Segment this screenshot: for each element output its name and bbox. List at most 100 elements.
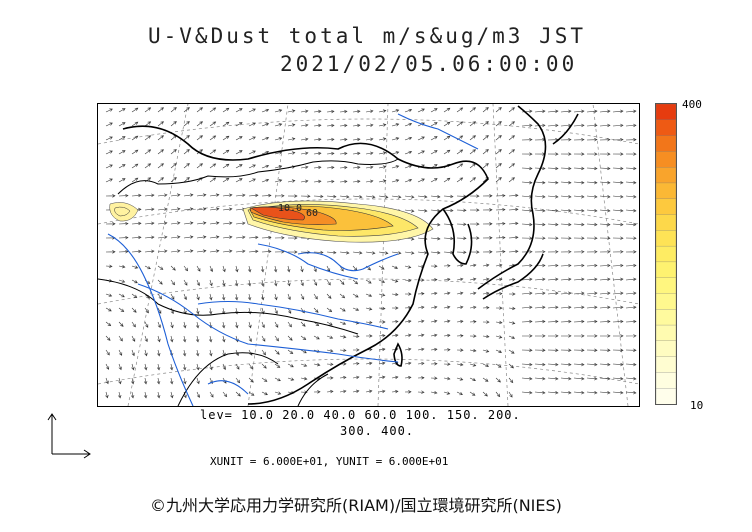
wind-arrow	[170, 249, 181, 253]
wind-arrow	[209, 135, 217, 141]
wind-arrow	[586, 305, 598, 310]
wind-arrow	[326, 137, 335, 142]
wind-arrow	[352, 307, 360, 311]
colorbar	[655, 103, 677, 405]
wind-arrow	[625, 109, 637, 113]
wind-arrow	[118, 377, 122, 385]
wind-arrow	[469, 121, 476, 127]
wind-arrow	[118, 122, 126, 127]
wind-arrow	[404, 390, 412, 394]
wind-arrow	[287, 377, 295, 381]
wind-arrow	[599, 138, 611, 142]
wind-arrow	[404, 375, 412, 380]
wind-arrow	[313, 363, 321, 367]
wind-arrow	[495, 306, 503, 310]
wind-arrow	[209, 279, 213, 287]
wind-arrow	[131, 335, 136, 342]
wind-arrow	[313, 335, 320, 340]
wind-arrow	[599, 166, 611, 171]
wind-arrow	[313, 109, 322, 114]
wind-arrow	[118, 136, 126, 141]
wind-arrow	[482, 149, 489, 155]
wind-arrow	[625, 138, 637, 142]
wind-arrow	[261, 335, 266, 342]
wind-arrow	[209, 249, 220, 253]
wind-arrow	[612, 291, 624, 295]
wind-arrow	[599, 362, 611, 367]
wind-arrow	[261, 122, 270, 127]
wind-arrow	[378, 179, 387, 183]
wind-arrow	[378, 123, 387, 127]
wind-arrow	[157, 135, 164, 141]
wind-arrow	[599, 334, 611, 338]
wind-arrow	[222, 265, 226, 273]
dust-map: 10.0 60	[97, 103, 640, 407]
wind-arrow	[586, 391, 598, 395]
wind-arrow	[469, 222, 480, 226]
wind-arrow	[378, 137, 387, 141]
wind-arrow	[157, 349, 161, 357]
copyright-notice: ©九州大学応用力学研究所(RIAM)/国立環境研究所(NIES)	[150, 496, 562, 515]
wind-arrow	[157, 335, 161, 343]
wind-arrow	[495, 292, 503, 296]
wind-arrow	[586, 291, 598, 295]
wind-arrow	[170, 121, 177, 127]
wind-arrow	[404, 108, 413, 113]
wind-arrow	[456, 334, 464, 338]
wind-arrow	[430, 362, 438, 366]
wind-arrow	[378, 375, 386, 379]
wind-arrow	[248, 164, 256, 169]
wind-arrow	[599, 348, 611, 352]
wind-arrow	[443, 264, 451, 268]
wind-arrow	[287, 321, 292, 328]
wind-arrow	[599, 236, 611, 240]
wind-arrow	[209, 177, 217, 183]
wind-arrow	[105, 222, 116, 226]
wind-arrow	[326, 307, 333, 313]
wind-arrow	[456, 236, 467, 240]
wind-arrow	[339, 321, 347, 325]
wind-arrow	[300, 165, 309, 169]
wind-arrow	[235, 235, 246, 239]
wind-arrow	[547, 362, 559, 367]
wind-arrow	[248, 108, 256, 113]
wind-arrow	[131, 363, 135, 371]
wind-arrow	[378, 165, 387, 169]
wind-arrow	[625, 391, 637, 395]
wind-arrow	[534, 305, 546, 310]
wind-arrow	[612, 377, 624, 381]
wind-arrow	[469, 194, 480, 198]
wind-arrow	[157, 121, 164, 127]
wind-arrow	[105, 150, 113, 155]
wind-arrow	[260, 279, 265, 287]
wind-arrow	[118, 321, 124, 327]
wind-arrow	[534, 391, 546, 395]
wind-arrow	[495, 221, 506, 226]
wind-arrow	[391, 279, 399, 283]
wind-arrow	[209, 391, 214, 398]
wind-arrow	[404, 278, 412, 283]
wind-arrow	[625, 319, 637, 324]
wind-arrow	[456, 177, 464, 183]
wind-arrow	[612, 250, 624, 254]
wind-arrow	[234, 279, 239, 287]
wind-arrow	[261, 164, 270, 169]
wind-arrow	[326, 151, 335, 156]
wind-arrow	[430, 291, 438, 296]
wind-arrow	[300, 265, 304, 273]
wind-arrow	[417, 305, 425, 310]
wind-arrow	[586, 377, 598, 381]
wind-arrow	[273, 265, 278, 273]
wind-arrow	[157, 207, 168, 211]
wind-arrow	[495, 377, 501, 383]
wind-arrow	[560, 291, 572, 295]
wind-arrow	[118, 150, 126, 155]
wind-arrow	[612, 319, 624, 324]
wind-arrow	[287, 349, 294, 354]
wind-arrow	[469, 135, 476, 141]
wind-arrow	[352, 195, 363, 199]
wind-arrow	[208, 335, 213, 343]
wind-arrow	[339, 165, 348, 170]
wind-arrow	[560, 236, 572, 240]
wind-arrow	[534, 109, 546, 113]
